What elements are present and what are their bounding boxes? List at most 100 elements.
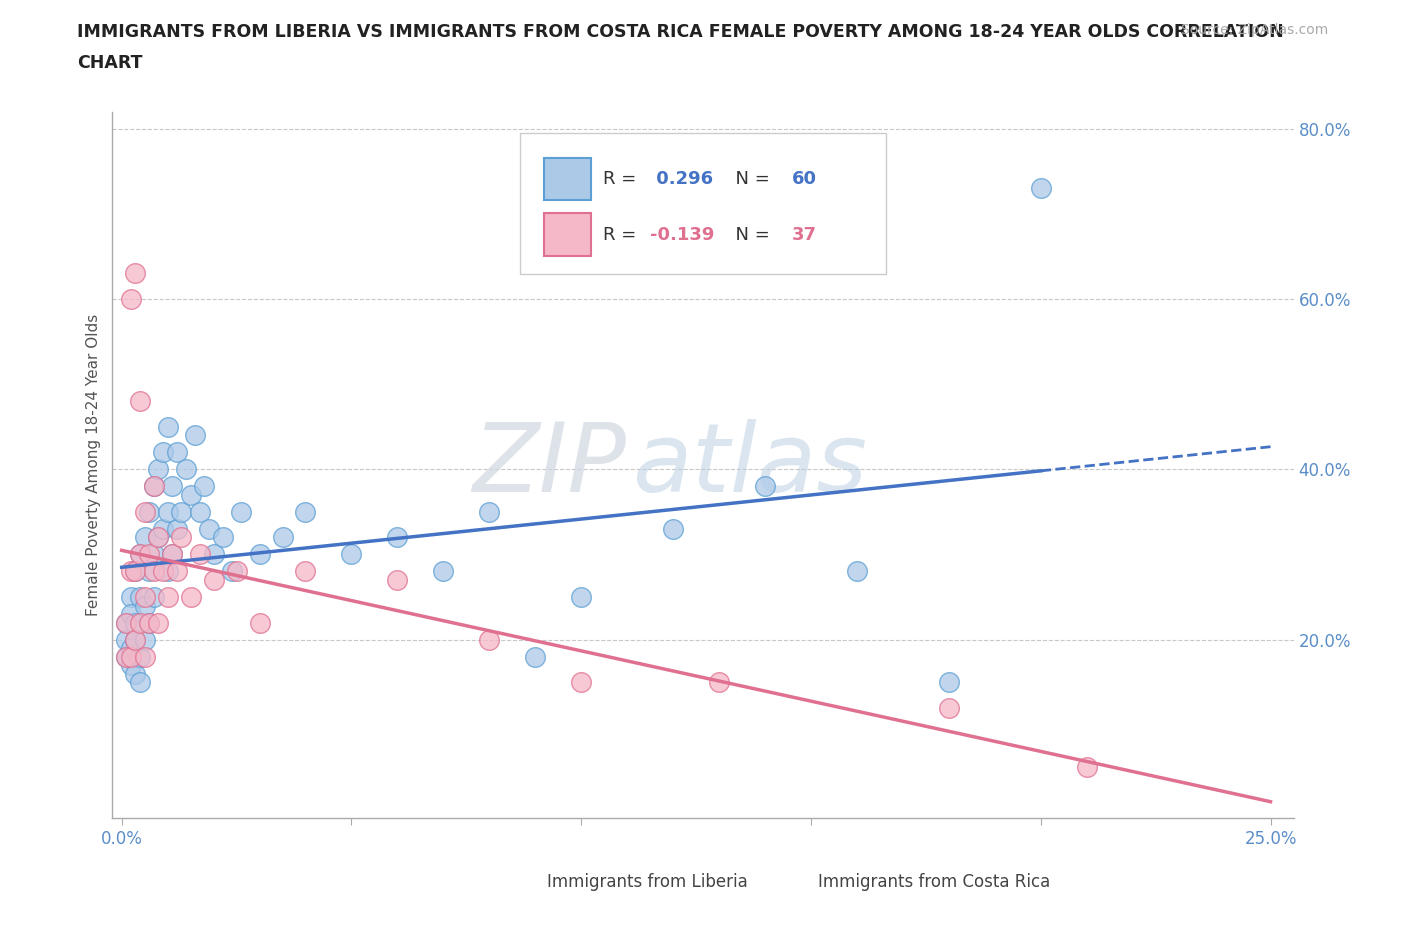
Point <box>142 479 165 494</box>
Point <box>193 479 215 494</box>
Point <box>124 564 146 578</box>
Point <box>231 504 253 519</box>
Point <box>707 674 730 689</box>
Point <box>134 632 156 647</box>
Point <box>142 590 165 604</box>
Point <box>138 547 160 562</box>
Point <box>138 615 160 630</box>
FancyBboxPatch shape <box>772 867 811 897</box>
Point <box>142 564 165 578</box>
Point <box>134 530 156 545</box>
Point <box>124 564 146 578</box>
Point <box>845 564 868 578</box>
Point <box>180 590 202 604</box>
Text: 60: 60 <box>792 170 817 188</box>
Point <box>124 266 146 281</box>
Point <box>120 649 142 664</box>
FancyBboxPatch shape <box>544 157 591 200</box>
Point <box>142 479 165 494</box>
Y-axis label: Female Poverty Among 18-24 Year Olds: Female Poverty Among 18-24 Year Olds <box>86 314 101 617</box>
Point <box>142 547 165 562</box>
Point <box>115 615 138 630</box>
Point <box>156 590 179 604</box>
Point <box>387 530 409 545</box>
Point <box>938 674 960 689</box>
Point <box>524 649 547 664</box>
Point <box>124 666 146 681</box>
Point <box>148 462 170 477</box>
Point <box>120 590 142 604</box>
Point <box>115 649 138 664</box>
Point <box>166 445 188 459</box>
Point <box>202 547 225 562</box>
Point <box>156 419 179 434</box>
Text: 37: 37 <box>792 226 817 244</box>
FancyBboxPatch shape <box>544 213 591 256</box>
Point <box>124 632 146 647</box>
Point <box>129 547 152 562</box>
Point <box>184 428 207 443</box>
FancyBboxPatch shape <box>520 133 886 274</box>
Point <box>271 530 294 545</box>
Point <box>569 590 592 604</box>
Point <box>569 674 592 689</box>
Text: -0.139: -0.139 <box>650 226 714 244</box>
Text: IMMIGRANTS FROM LIBERIA VS IMMIGRANTS FROM COSTA RICA FEMALE POVERTY AMONG 18-24: IMMIGRANTS FROM LIBERIA VS IMMIGRANTS FR… <box>77 23 1284 41</box>
Point <box>134 504 156 519</box>
Text: atlas: atlas <box>633 418 868 512</box>
Text: Source: ZipAtlas.com: Source: ZipAtlas.com <box>1181 23 1329 37</box>
Point <box>120 606 142 621</box>
Point <box>156 504 179 519</box>
Point <box>938 700 960 715</box>
Point <box>202 573 225 588</box>
Point <box>340 547 363 562</box>
Point <box>478 632 501 647</box>
Point <box>160 479 183 494</box>
Point <box>134 598 156 613</box>
Text: Immigrants from Costa Rica: Immigrants from Costa Rica <box>797 873 1050 891</box>
Point <box>211 530 233 545</box>
Point <box>148 530 170 545</box>
Point <box>115 649 138 664</box>
Point <box>188 504 211 519</box>
Point <box>129 547 152 562</box>
Point <box>225 564 247 578</box>
Text: ZIP: ZIP <box>472 418 626 512</box>
Point <box>115 632 138 647</box>
Point <box>249 547 271 562</box>
Text: 0.296: 0.296 <box>650 170 713 188</box>
Point <box>170 504 193 519</box>
Point <box>148 615 170 630</box>
Point <box>120 641 142 656</box>
Point <box>170 530 193 545</box>
Point <box>174 462 197 477</box>
Point <box>1076 760 1098 775</box>
Point <box>120 564 142 578</box>
Point <box>478 504 501 519</box>
Point <box>120 658 142 672</box>
Point <box>160 547 183 562</box>
Point <box>662 522 685 537</box>
Point <box>148 530 170 545</box>
Point <box>156 564 179 578</box>
Point <box>129 590 152 604</box>
Point <box>294 504 316 519</box>
Text: Immigrants from Liberia: Immigrants from Liberia <box>526 873 748 891</box>
Point <box>138 615 160 630</box>
Point <box>1029 180 1052 195</box>
Point <box>124 615 146 630</box>
Point <box>166 522 188 537</box>
Point <box>294 564 316 578</box>
Point <box>152 445 174 459</box>
Point <box>152 564 174 578</box>
Point <box>160 547 183 562</box>
Point <box>129 615 152 630</box>
Point <box>129 649 152 664</box>
Text: N =: N = <box>724 226 776 244</box>
Point <box>120 291 142 306</box>
Point <box>249 615 271 630</box>
Point <box>180 487 202 502</box>
Point <box>221 564 243 578</box>
Point <box>129 674 152 689</box>
Point <box>188 547 211 562</box>
